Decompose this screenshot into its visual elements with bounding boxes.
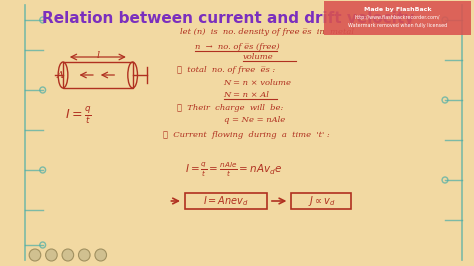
Text: http://www.flashbackrecorder.com/: http://www.flashbackrecorder.com/: [355, 15, 440, 20]
Text: ∴  total  no. of free  e̅s :: ∴ total no. of free e̅s :: [177, 66, 275, 74]
Text: Made by FlashBack: Made by FlashBack: [364, 7, 431, 13]
Text: ∴  Their  charge  will  be:: ∴ Their charge will be:: [177, 104, 283, 112]
Text: Relation between current and drift velocity: Relation between current and drift veloc…: [42, 10, 414, 26]
Text: n  →  no. of e̅s (free): n → no. of e̅s (free): [194, 43, 279, 51]
Bar: [291, 193, 351, 209]
Text: volume: volume: [243, 53, 273, 61]
Text: let (n)  is  no. density of free e̅s  in  metal: let (n) is no. density of free e̅s in me…: [180, 28, 354, 36]
Text: A: A: [56, 72, 64, 81]
FancyBboxPatch shape: [324, 1, 471, 35]
Text: $I = \frac{q}{t}$: $I = \frac{q}{t}$: [65, 104, 92, 126]
Circle shape: [95, 249, 107, 261]
Bar: [185, 193, 267, 209]
Bar: [63, 62, 133, 88]
Text: q = Ne = nAle: q = Ne = nAle: [224, 116, 285, 124]
Text: l: l: [96, 52, 100, 60]
Text: $J \propto v_d$: $J \propto v_d$: [308, 194, 335, 208]
Text: N = n × Al: N = n × Al: [224, 91, 269, 99]
Circle shape: [79, 249, 90, 261]
Text: $I = Anev_d$: $I = Anev_d$: [202, 194, 248, 208]
Circle shape: [29, 249, 41, 261]
Circle shape: [62, 249, 73, 261]
Text: ∴  Current  flowing  during  a  time  't' :: ∴ Current flowing during a time 't' :: [163, 131, 329, 139]
Text: Watermark removed when fully licensed: Watermark removed when fully licensed: [348, 23, 447, 28]
Text: $I = \frac{q}{t} = \frac{nAle}{t} = nAv_d e$: $I = \frac{q}{t} = \frac{nAle}{t} = nAv_…: [185, 161, 282, 179]
Circle shape: [46, 249, 57, 261]
Text: N = n × volume: N = n × volume: [224, 79, 292, 87]
